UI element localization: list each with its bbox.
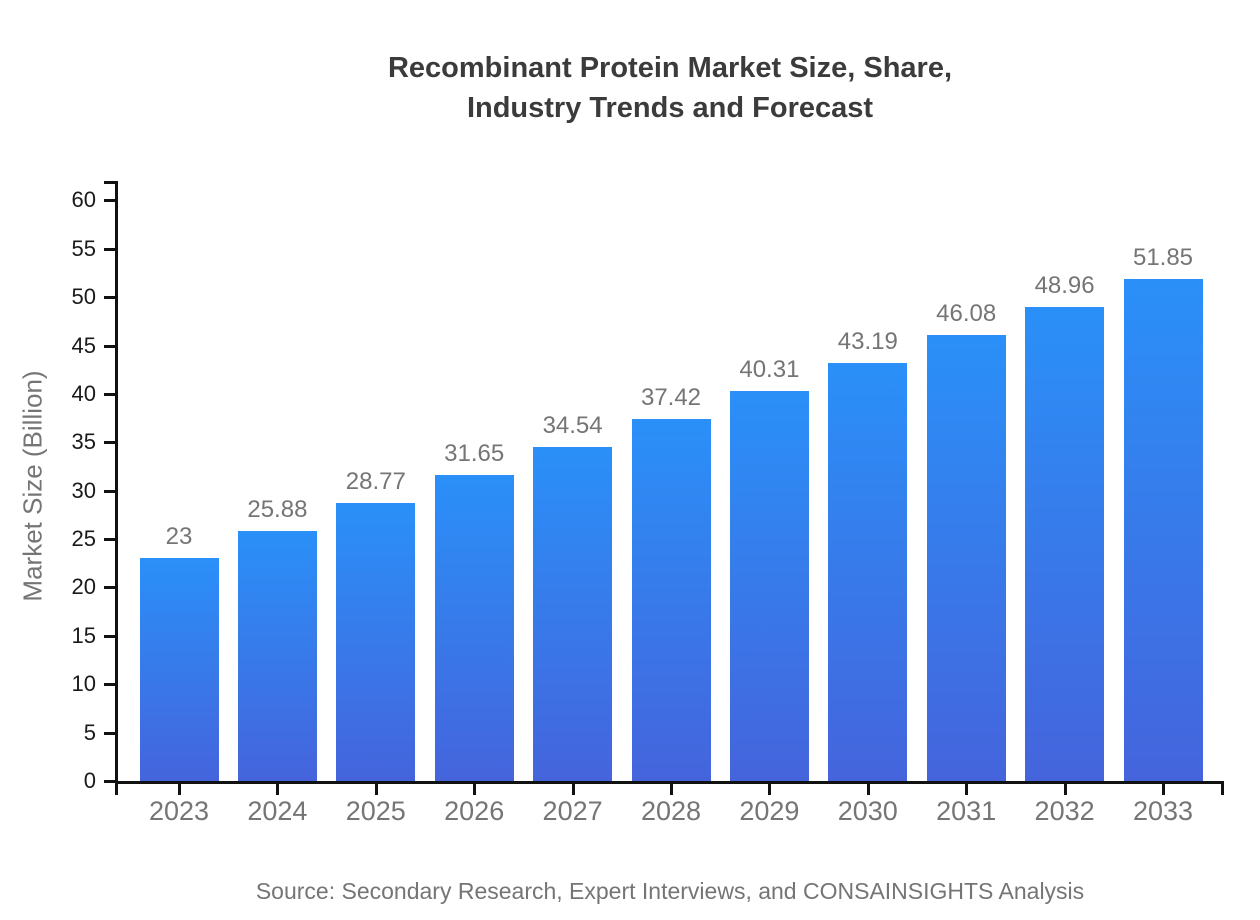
- x-tick-label: 2027: [542, 796, 603, 826]
- bar-2025: [336, 502, 416, 781]
- y-tick-label: 25: [71, 526, 96, 552]
- bar-2033: [1123, 279, 1203, 781]
- source-note: Source: Secondary Research, Expert Inter…: [255, 878, 1085, 904]
- bar-value-label: 25.88: [247, 495, 308, 523]
- bar-2024: [237, 530, 317, 781]
- y-axis-tick: [104, 489, 115, 493]
- y-axis-tick: [104, 441, 115, 445]
- y-axis-tick: [104, 344, 115, 348]
- y-tick-label: 0: [83, 768, 96, 793]
- y-axis-tick: [104, 296, 115, 300]
- chart-title-line-1: Recombinant Protein Market Size, Share,: [387, 52, 953, 84]
- x-axis-tick: [374, 784, 378, 795]
- x-tick-label: 2031: [936, 796, 997, 826]
- y-tick-label: 50: [71, 284, 96, 310]
- x-axis-tick: [276, 784, 280, 795]
- x-axis-tick: [571, 784, 575, 795]
- bar-value-label: 48.96: [1034, 272, 1095, 300]
- bar-2027: [533, 446, 613, 781]
- y-axis-end-tick: [104, 181, 115, 184]
- x-axis-tick: [178, 784, 181, 795]
- x-tick-label: 2032: [1034, 796, 1095, 826]
- chart-title: Recombinant Protein Market Size, Share, …: [118, 48, 1222, 128]
- bar-2028: [631, 418, 711, 781]
- bar-value-label: 51.85: [1132, 244, 1194, 272]
- y-axis-tick: [104, 586, 115, 590]
- bar-2029: [729, 390, 809, 781]
- x-tick-label: 2028: [640, 796, 702, 826]
- bar-value-label: 23: [165, 523, 193, 551]
- chart-title-line-2: Industry Trends and Forecast: [466, 92, 874, 124]
- y-axis-tick: [104, 780, 115, 783]
- x-axis-corner-tick: [115, 784, 118, 795]
- bar-2026: [434, 474, 514, 781]
- y-axis-tick: [104, 247, 115, 251]
- y-axis-tick: [104, 634, 115, 638]
- x-axis-line: [115, 781, 1224, 784]
- x-tick-label: 2033: [1132, 796, 1194, 826]
- y-tick-label: 60: [71, 187, 96, 213]
- x-axis-tick: [866, 784, 870, 795]
- bar-value-label: 34.54: [542, 411, 603, 439]
- bar-2032: [1025, 307, 1105, 781]
- x-axis-tick: [768, 784, 772, 795]
- bar-value-label: 31.65: [444, 439, 505, 467]
- x-tick-label: 2030: [837, 796, 898, 826]
- x-axis-end-tick: [1221, 784, 1224, 795]
- y-axis-tick: [104, 683, 115, 687]
- x-tick-label: 2025: [345, 796, 406, 826]
- x-tick-label: 2023: [148, 796, 210, 826]
- bar-value-label: 28.77: [345, 467, 406, 495]
- x-tick-label: 2029: [739, 796, 800, 826]
- y-tick-label: 40: [71, 380, 96, 406]
- bar-2030: [828, 363, 908, 781]
- y-tick-label: 35: [71, 429, 96, 455]
- y-tick-label: 10: [71, 671, 96, 697]
- bar-value-label: 46.08: [936, 300, 997, 328]
- y-tick-label: 45: [71, 332, 96, 358]
- y-axis-tick: [104, 731, 115, 735]
- bar-value-label: 40.31: [739, 355, 800, 383]
- y-axis-line: [115, 181, 118, 784]
- x-tick-label: 2026: [444, 796, 505, 826]
- y-tick-label: 5: [83, 719, 96, 745]
- y-axis-tick: [104, 392, 115, 396]
- y-tick-label: 55: [71, 235, 96, 261]
- x-tick-label: 2024: [247, 796, 308, 826]
- bar-2031: [926, 335, 1006, 781]
- x-axis-tick: [965, 784, 969, 795]
- y-axis-tick: [104, 199, 115, 203]
- x-axis-tick: [473, 784, 477, 795]
- bar-value-label: 37.42: [640, 383, 702, 411]
- bar-2023: [139, 558, 219, 781]
- y-tick-label: 20: [71, 574, 96, 600]
- y-tick-label: 30: [71, 477, 96, 503]
- bar-value-label: 43.19: [837, 328, 898, 356]
- x-axis-tick: [1063, 784, 1067, 795]
- x-axis-tick: [1162, 784, 1165, 795]
- x-axis-tick: [670, 784, 673, 795]
- y-tick-label: 15: [71, 622, 96, 648]
- y-axis-tick: [104, 538, 115, 542]
